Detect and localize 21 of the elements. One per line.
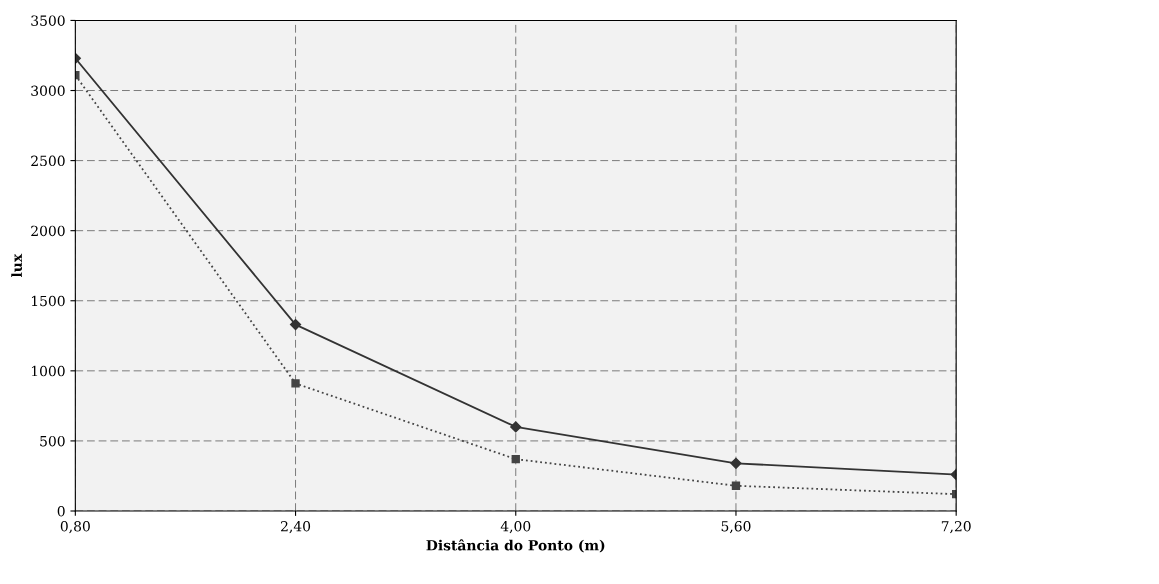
y-tick-label: 1000 [31, 365, 65, 377]
y-tick-label: 3500 [31, 15, 65, 26]
x-tick-label: 5,60 [721, 520, 751, 534]
y-tick-label: 2500 [31, 155, 65, 167]
point [291, 379, 300, 388]
x-tick-label: 2,40 [281, 520, 311, 534]
y-tick-label: 2000 [31, 225, 65, 237]
y-tick-label: 1500 [31, 295, 65, 307]
point [730, 457, 742, 469]
y-tick-label: 3000 [31, 85, 65, 96]
y-tick-label: 500 [40, 435, 65, 447]
point [731, 481, 741, 490]
x-tick-label: 4,00 [500, 520, 531, 534]
y-tick-label: 0 [57, 505, 65, 517]
point [510, 421, 522, 433]
point [511, 454, 520, 464]
x-tick-label: 0,80 [60, 520, 90, 534]
x-axis-title: Distância do Ponto (m) [426, 539, 605, 553]
point [289, 318, 302, 331]
y-axis-title: lux [11, 253, 23, 278]
x-tick-label: 7,20 [941, 520, 971, 534]
